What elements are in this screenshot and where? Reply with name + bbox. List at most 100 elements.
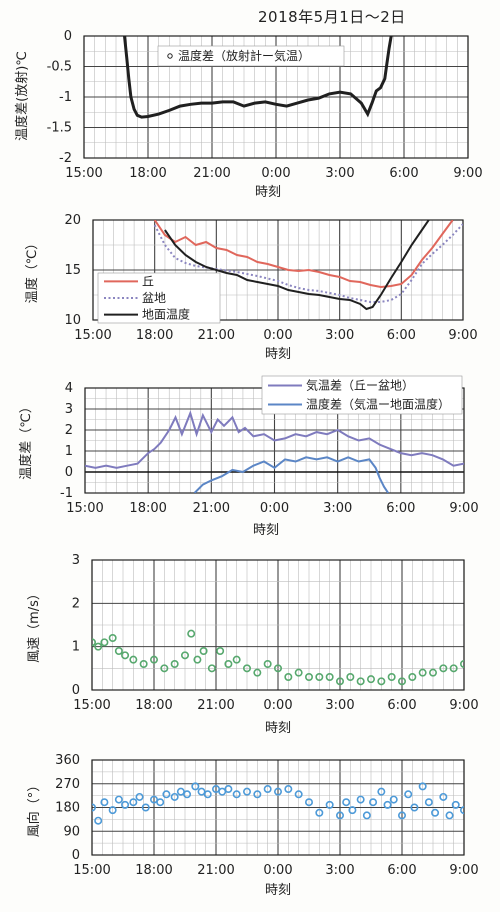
data-point [356, 677, 365, 686]
data-point [439, 792, 448, 801]
x-axis-label: 時刻 [265, 347, 291, 362]
x-axis-label: 時刻 [255, 185, 281, 200]
legend-label: 気温差（丘ー盆地） [306, 378, 414, 393]
y-tick-label: 360 [55, 753, 80, 768]
data-point [183, 790, 192, 799]
x-tick-label: 0:00 [260, 501, 289, 516]
series-line-2 [164, 220, 430, 311]
x-tick-label: 18:00 [135, 863, 172, 878]
data-point [232, 655, 241, 664]
data-point [100, 638, 109, 647]
data-point [100, 798, 109, 807]
y-tick-label: 0 [72, 848, 80, 863]
y-axis-label: 温度差(放射)℃ [14, 51, 30, 141]
data-point [418, 668, 427, 677]
y-tick-label: 4 [65, 381, 73, 396]
x-tick-label: 6:00 [387, 328, 416, 343]
data-point [121, 800, 130, 809]
data-point [397, 811, 406, 820]
y-axis-label: 風速（m/s） [27, 587, 42, 663]
x-tick-label: 6:00 [387, 698, 416, 713]
chart-wind-speed: 3 2 1 015:00 18:00 21:00 0:00 3:00 6:00 9:00 時刻 風速（… [27, 553, 479, 736]
y-tick-label: -1.5 [47, 121, 72, 136]
x-tick-label: 15:00 [65, 166, 102, 181]
legend-label: 丘 [142, 274, 154, 288]
data-point [397, 677, 406, 686]
x-tick-label: 3:00 [325, 863, 354, 878]
data-point [377, 677, 386, 686]
data-point [408, 672, 417, 681]
y-tick-label: 1 [65, 444, 73, 459]
x-tick-label: 21:00 [198, 328, 235, 343]
data-point [193, 655, 202, 664]
data-point [114, 646, 123, 655]
x-tick-label: 18:00 [135, 698, 172, 713]
x-tick-label: 9:00 [448, 328, 477, 343]
data-point [170, 792, 179, 801]
y-axis-label: 温度差（℃） [18, 400, 34, 480]
chart-temperature-difference: 4 3 2 1 0 -115:00 18:00 21:00 0:00 3:00 6:00 9:00 時刻… [18, 375, 479, 538]
data-point [428, 668, 437, 677]
data-point [203, 790, 212, 799]
y-axis-label: 風向（°） [26, 779, 42, 838]
data-point [224, 785, 233, 794]
data-point [431, 808, 440, 817]
data-point [449, 664, 458, 673]
y-tick-label: -0.5 [47, 60, 72, 75]
plot-frame [83, 35, 469, 159]
data-point [253, 668, 262, 677]
series-line-0 [123, 36, 393, 119]
y-axis-label: 温度（℃） [24, 237, 40, 304]
x-tick-label: 9:00 [449, 698, 478, 713]
y-tick-label: 90 [63, 824, 80, 839]
y-tick-label: 0 [72, 683, 80, 698]
x-tick-label: 0:00 [263, 698, 292, 713]
data-point [410, 803, 419, 812]
data-point [191, 782, 200, 791]
data-point [232, 790, 241, 799]
data-point [418, 782, 427, 791]
data-point [304, 798, 313, 807]
data-point [342, 798, 351, 807]
data-point [273, 787, 282, 796]
data-point [315, 808, 324, 817]
plot-frame [91, 559, 465, 691]
data-point [207, 664, 216, 673]
plot-frame [92, 219, 464, 321]
data-point [451, 800, 460, 809]
data-point [92, 638, 96, 647]
x-tick-label: 3:00 [325, 698, 354, 713]
data-point [284, 785, 293, 794]
data-point [356, 795, 365, 804]
data-point [284, 672, 293, 681]
x-tick-label: 9:00 [449, 501, 478, 516]
y-tick-label: 270 [55, 777, 80, 792]
data-point [366, 675, 375, 684]
x-tick-label: 9:00 [449, 863, 478, 878]
data-point [108, 806, 117, 815]
data-point [304, 672, 313, 681]
data-point [199, 646, 208, 655]
legend-label: 盆地 [142, 291, 166, 305]
x-tick-label: 3:00 [323, 501, 352, 516]
data-point [335, 677, 344, 686]
data-point [315, 672, 324, 681]
legend-label: 温度差（気温ー地面温度） [306, 397, 450, 412]
y-tick-label: -2 [59, 151, 72, 166]
data-point [294, 668, 303, 677]
data-point [181, 651, 190, 660]
series-line-1 [153, 223, 463, 303]
page-title: 2018年5月1日～2日 [258, 8, 406, 26]
series-line-1 [193, 456, 390, 493]
data-point [160, 664, 169, 673]
data-point [335, 811, 344, 820]
x-tick-label: 15:00 [73, 863, 110, 878]
data-point [162, 790, 171, 799]
data-point [216, 646, 225, 655]
x-tick-label: 3:00 [325, 166, 354, 181]
data-point [224, 659, 233, 668]
data-point [325, 672, 334, 681]
data-point [139, 659, 148, 668]
data-point [243, 664, 252, 673]
